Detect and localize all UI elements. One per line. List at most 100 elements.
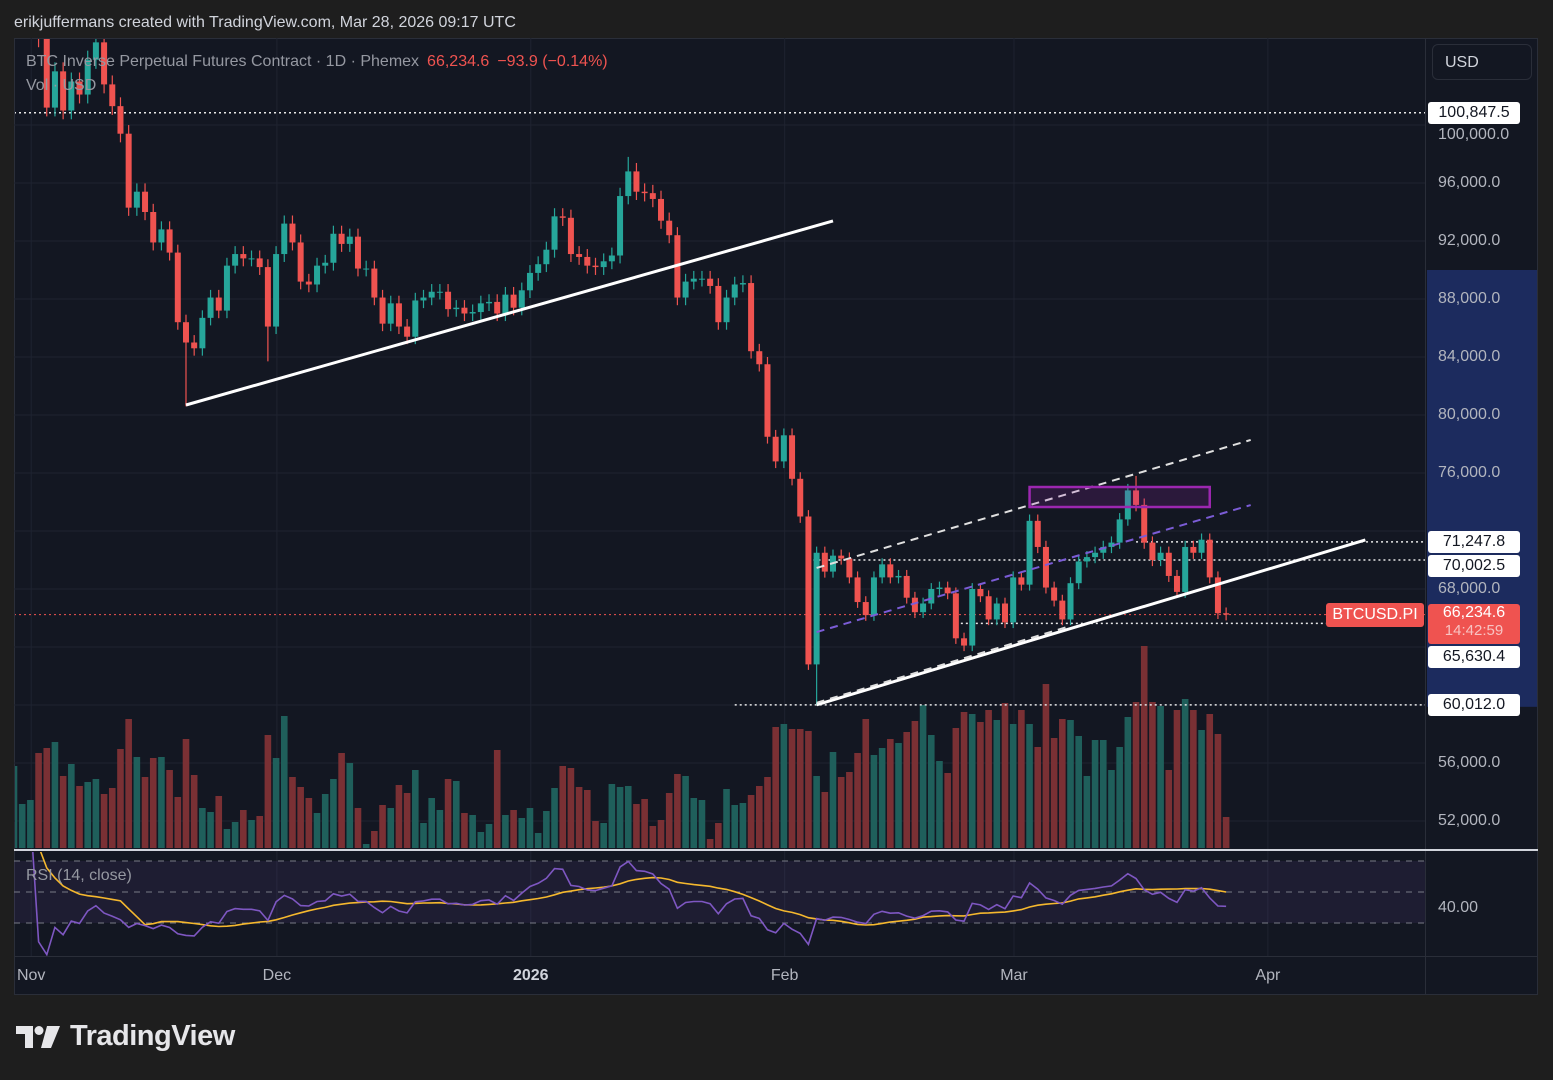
candle-body (780, 435, 787, 462)
volume-bar (199, 808, 206, 848)
volume-bar (15, 766, 18, 848)
candle (936, 581, 943, 595)
candle-body (199, 317, 206, 349)
candle (182, 314, 189, 407)
volume-bar (641, 799, 648, 848)
volume-bar (207, 812, 214, 848)
candle (68, 72, 75, 120)
candle-body (535, 264, 542, 273)
candle-body (453, 307, 460, 310)
candle (1182, 540, 1189, 598)
volume-bar (1124, 717, 1132, 848)
candle-body (952, 593, 959, 639)
horizontal-levels (15, 111, 1425, 706)
volume-bar (895, 743, 902, 848)
volume-bar (1214, 734, 1222, 848)
candle (633, 162, 640, 200)
candle (223, 257, 230, 319)
candle-body (748, 283, 755, 352)
candle (166, 221, 173, 261)
currency-button[interactable]: USD (1432, 44, 1532, 80)
volume-bar (788, 729, 796, 848)
candle-body (690, 278, 697, 282)
volume-bar (362, 844, 370, 848)
candle-body (428, 291, 435, 298)
candle-body (412, 300, 419, 337)
candle-body (772, 436, 779, 462)
trendline[interactable] (816, 538, 1366, 707)
candle (854, 571, 861, 608)
candle (248, 250, 255, 267)
candle-body (1198, 539, 1205, 553)
candle (150, 203, 157, 251)
candle (698, 270, 705, 287)
candle (789, 428, 796, 486)
candle-body (993, 603, 1000, 620)
candle (1026, 514, 1033, 591)
volume-bar (878, 748, 886, 848)
volume-bar (755, 786, 763, 848)
candle (805, 510, 812, 670)
volume-bar (469, 815, 476, 848)
candle (1124, 483, 1131, 526)
volume-bar (272, 758, 280, 848)
candle-body (1083, 557, 1090, 562)
volume-bar (35, 753, 42, 848)
candle-body (985, 596, 992, 620)
candle (117, 97, 124, 143)
candle-body (477, 303, 484, 313)
candle-body (76, 81, 83, 95)
rectangle-zone[interactable] (1028, 485, 1211, 509)
volume-bar (59, 776, 67, 848)
candle (256, 250, 263, 275)
volume-bar (1091, 740, 1099, 848)
volume-bar (84, 782, 92, 848)
candle-body (240, 254, 247, 259)
candle (535, 256, 542, 281)
candle-body (354, 236, 361, 269)
channel-line-dashed[interactable] (816, 438, 1251, 569)
candle-body (1026, 520, 1033, 585)
tradingview-logo[interactable]: TradingView (16, 1020, 235, 1053)
candle (1165, 546, 1172, 582)
price-tick-label: 96,000.0 (1438, 174, 1501, 191)
volume-bar (444, 779, 452, 848)
volume-bar (911, 721, 919, 848)
candle-body (551, 216, 558, 250)
candle (952, 587, 959, 644)
candle (846, 552, 853, 584)
candle-body (600, 261, 607, 268)
channel-line-dashed[interactable] (816, 504, 1251, 634)
volume-bar (461, 813, 468, 848)
candle (756, 343, 763, 372)
trendline[interactable] (185, 219, 834, 407)
time-tick-label: Dec (262, 967, 292, 984)
candle-body (150, 212, 157, 243)
candle-body (633, 171, 640, 192)
candle-body (870, 577, 877, 616)
candle (584, 249, 591, 274)
candle-body (1206, 539, 1213, 578)
candle-body (928, 589, 935, 604)
volume-bar (1108, 770, 1115, 848)
volume-bar (543, 811, 550, 848)
channel-line-dashed[interactable] (816, 625, 1071, 704)
candle-body (142, 191, 149, 212)
candle-body (1149, 542, 1156, 560)
candle (797, 472, 804, 523)
candle-body (543, 249, 550, 265)
volume-bar (796, 729, 804, 848)
volume-bar (649, 826, 657, 848)
candle-body (625, 171, 632, 197)
candle (567, 209, 574, 262)
candle-body (92, 42, 99, 60)
drawings[interactable] (185, 219, 1366, 707)
candle (207, 289, 214, 326)
volume-bar (633, 804, 640, 848)
candle (322, 254, 329, 274)
volume-bar (1034, 747, 1042, 848)
candle (551, 208, 558, 258)
candle (576, 246, 583, 265)
volume-bar (534, 833, 542, 848)
